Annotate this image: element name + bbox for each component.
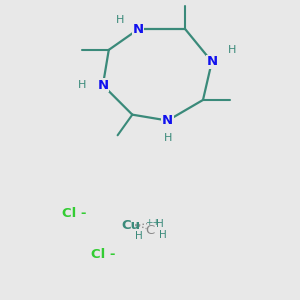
- Text: H: H: [228, 45, 237, 55]
- Text: Cl -: Cl -: [91, 248, 116, 261]
- Text: N: N: [133, 23, 144, 36]
- Text: H: H: [78, 80, 86, 90]
- Text: C: C: [146, 224, 154, 238]
- Text: ++: ++: [146, 218, 160, 226]
- Text: Cu: Cu: [121, 219, 140, 232]
- Text: H: H: [164, 133, 172, 143]
- Text: Cl -: Cl -: [62, 207, 86, 220]
- Text: H: H: [135, 231, 143, 241]
- Text: H: H: [156, 219, 164, 229]
- Text: H: H: [116, 15, 125, 26]
- Text: N: N: [206, 55, 218, 68]
- Text: H: H: [159, 230, 167, 239]
- Text: N: N: [97, 79, 109, 92]
- Text: N: N: [162, 114, 173, 127]
